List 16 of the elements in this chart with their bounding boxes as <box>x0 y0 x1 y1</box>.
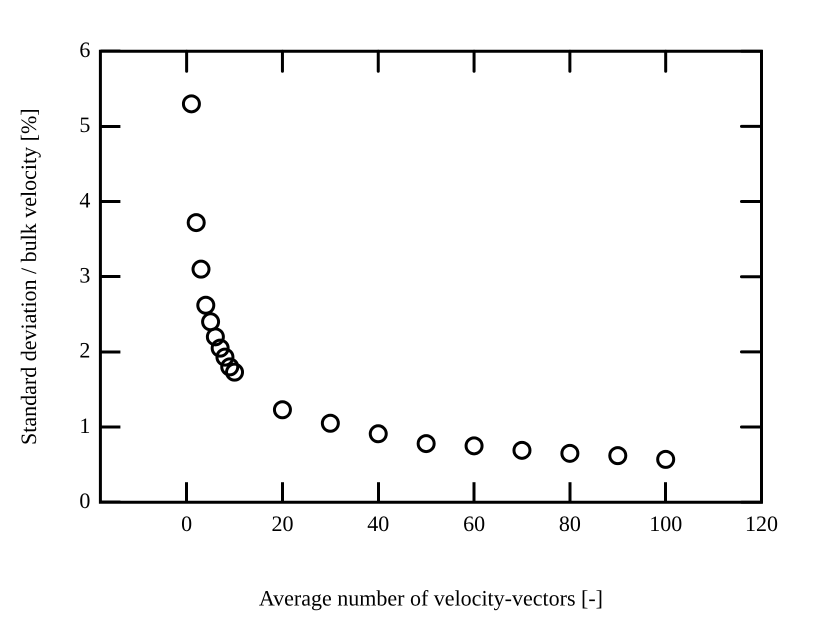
y-axis-title: Standard deviation / bulk velocity [%] <box>16 108 41 446</box>
y-tick-label: 0 <box>79 488 90 513</box>
y-tick-label: 2 <box>79 338 90 363</box>
y-tick-label: 1 <box>79 412 90 438</box>
x-axis-title: Average number of velocity-vectors [-] <box>258 586 604 611</box>
y-tick-label: 4 <box>79 187 90 212</box>
x-tick-label: 120 <box>745 511 778 536</box>
x-tick-label: 40 <box>367 511 390 536</box>
x-tick-label: 80 <box>558 511 581 536</box>
x-tick-label: 0 <box>181 511 192 536</box>
x-tick-label: 60 <box>463 511 486 536</box>
y-tick-label: 3 <box>79 262 90 288</box>
x-tick-label: 100 <box>649 511 682 536</box>
x-tick-label: 20 <box>271 511 294 536</box>
y-tick-label: 6 <box>79 36 90 62</box>
y-tick-label: 5 <box>79 112 90 138</box>
